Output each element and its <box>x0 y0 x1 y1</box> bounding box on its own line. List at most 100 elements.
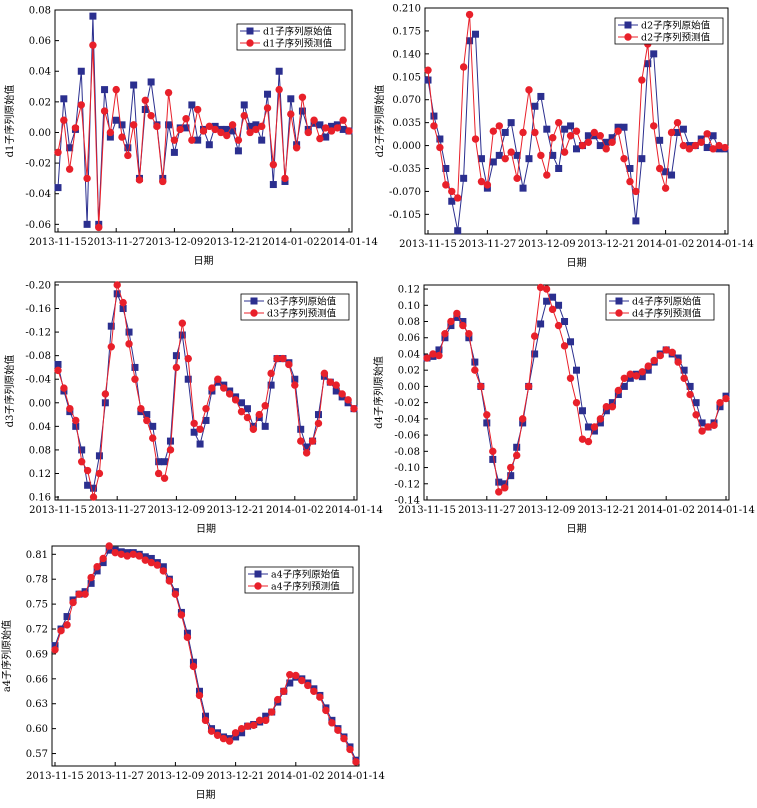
data-point-original <box>650 50 658 58</box>
data-point-predicted <box>291 381 299 389</box>
legend-marker-predicted <box>624 33 632 41</box>
data-point-predicted <box>308 437 317 445</box>
data-point-original <box>501 480 509 488</box>
data-point-predicted <box>183 633 192 642</box>
data-point-original <box>501 128 509 136</box>
data-point-original <box>567 338 575 346</box>
data-point-predicted <box>302 449 311 457</box>
data-point-original <box>543 125 551 133</box>
data-point-predicted <box>596 415 605 423</box>
data-point-original <box>202 712 209 720</box>
data-point-predicted <box>211 125 219 134</box>
data-point-predicted <box>101 390 110 398</box>
plot-frame <box>424 7 729 235</box>
data-point-predicted <box>159 177 167 186</box>
legend-marker-predicted <box>254 582 262 590</box>
data-point-original <box>584 132 592 140</box>
x-tick-label: 2013-12-21 <box>207 505 265 516</box>
data-point-original <box>703 144 711 152</box>
data-point-predicted <box>316 134 324 143</box>
data-point-predicted <box>332 381 340 389</box>
data-point-original <box>240 101 248 109</box>
data-point-predicted <box>710 421 718 430</box>
data-point-predicted <box>459 63 468 71</box>
data-point-predicted <box>113 281 121 289</box>
data-point-original <box>54 184 62 192</box>
data-point-predicted <box>465 10 474 19</box>
data-point-predicted <box>258 122 266 131</box>
data-point-predicted <box>644 362 652 370</box>
data-point-predicted <box>507 463 515 472</box>
data-point-predicted <box>89 41 97 49</box>
data-point-predicted <box>572 127 581 135</box>
data-point-predicted <box>519 128 527 137</box>
data-point-predicted <box>454 194 462 202</box>
y-tick-label: 0.57 <box>26 749 48 760</box>
data-point-predicted <box>453 309 461 318</box>
data-point-original <box>602 138 610 146</box>
y-tick-label: -0.04 <box>25 375 51 386</box>
data-point-original <box>166 437 174 445</box>
data-point-original <box>626 164 634 172</box>
data-point-predicted <box>95 469 104 478</box>
data-point-predicted <box>298 676 306 685</box>
data-point-original <box>89 12 97 20</box>
data-point-predicted <box>255 410 263 419</box>
x-tick-label: 2013-11-27 <box>87 237 145 248</box>
data-point-predicted <box>530 332 539 340</box>
x-tick-label: 2013-11-27 <box>458 505 516 516</box>
data-point-predicted <box>60 384 68 392</box>
data-point-original <box>602 407 610 415</box>
data-point-predicted <box>662 346 670 354</box>
chart-3: -0.20 -0.16 -0.12 -0.08 -0.04 0.00 0.04 0.08 0.1… <box>3 280 383 535</box>
data-point-original <box>238 729 246 737</box>
data-point-predicted <box>231 396 240 404</box>
data-point-predicted <box>147 558 156 567</box>
data-point-predicted <box>424 66 432 74</box>
x-axis-title: 日期 <box>196 789 216 801</box>
y-axis-title: a4子序列原始值 <box>0 620 13 692</box>
data-point-predicted <box>686 390 694 399</box>
data-point-predicted <box>281 174 289 183</box>
data-point-original <box>608 399 616 407</box>
data-point-original <box>66 144 74 152</box>
data-point-original <box>267 381 275 389</box>
data-point-original <box>106 133 114 141</box>
data-point-predicted <box>709 145 717 153</box>
data-point-predicted <box>459 321 467 330</box>
plot-frame <box>423 284 730 501</box>
data-point-predicted <box>280 687 288 695</box>
data-point-original <box>709 132 717 140</box>
data-point-predicted <box>60 116 68 124</box>
y-tick-label: 0.66 <box>26 674 48 685</box>
data-point-predicted <box>208 384 216 392</box>
chart-1: 0.08 0.06 0.04 0.02 0.00 -0.02 -0.04 -0.06 2013-… <box>3 6 378 268</box>
x-axis-title: 日期 <box>196 523 216 535</box>
y-tick-label: 0.000 <box>392 141 421 152</box>
x-tick-label: 2013-11-15 <box>26 771 84 782</box>
data-point-predicted <box>548 305 557 314</box>
data-point-predicted <box>193 105 202 114</box>
y-tick-label: -0.10 <box>394 463 420 474</box>
data-point-predicted <box>436 143 444 152</box>
data-point-predicted <box>430 122 438 130</box>
data-point-original <box>264 90 272 98</box>
y-tick-label: -0.02 <box>394 398 420 409</box>
data-point-predicted <box>477 177 486 186</box>
legend-marker-predicted <box>615 309 623 317</box>
data-point-predicted <box>650 356 658 365</box>
data-point-predicted <box>435 351 443 360</box>
data-point-original <box>489 158 497 166</box>
data-point-predicted <box>125 340 133 348</box>
data-point-original <box>495 478 503 486</box>
data-point-original <box>442 164 450 172</box>
data-point-original <box>238 399 246 407</box>
data-point-predicted <box>584 437 593 446</box>
data-point-original <box>590 427 598 435</box>
data-point-original <box>465 334 473 342</box>
data-point-original <box>454 227 462 235</box>
legend-marker-original <box>250 297 258 305</box>
data-point-original <box>698 419 706 427</box>
x-axis-title: 日期 <box>567 257 587 269</box>
data-point-predicted <box>327 127 336 135</box>
